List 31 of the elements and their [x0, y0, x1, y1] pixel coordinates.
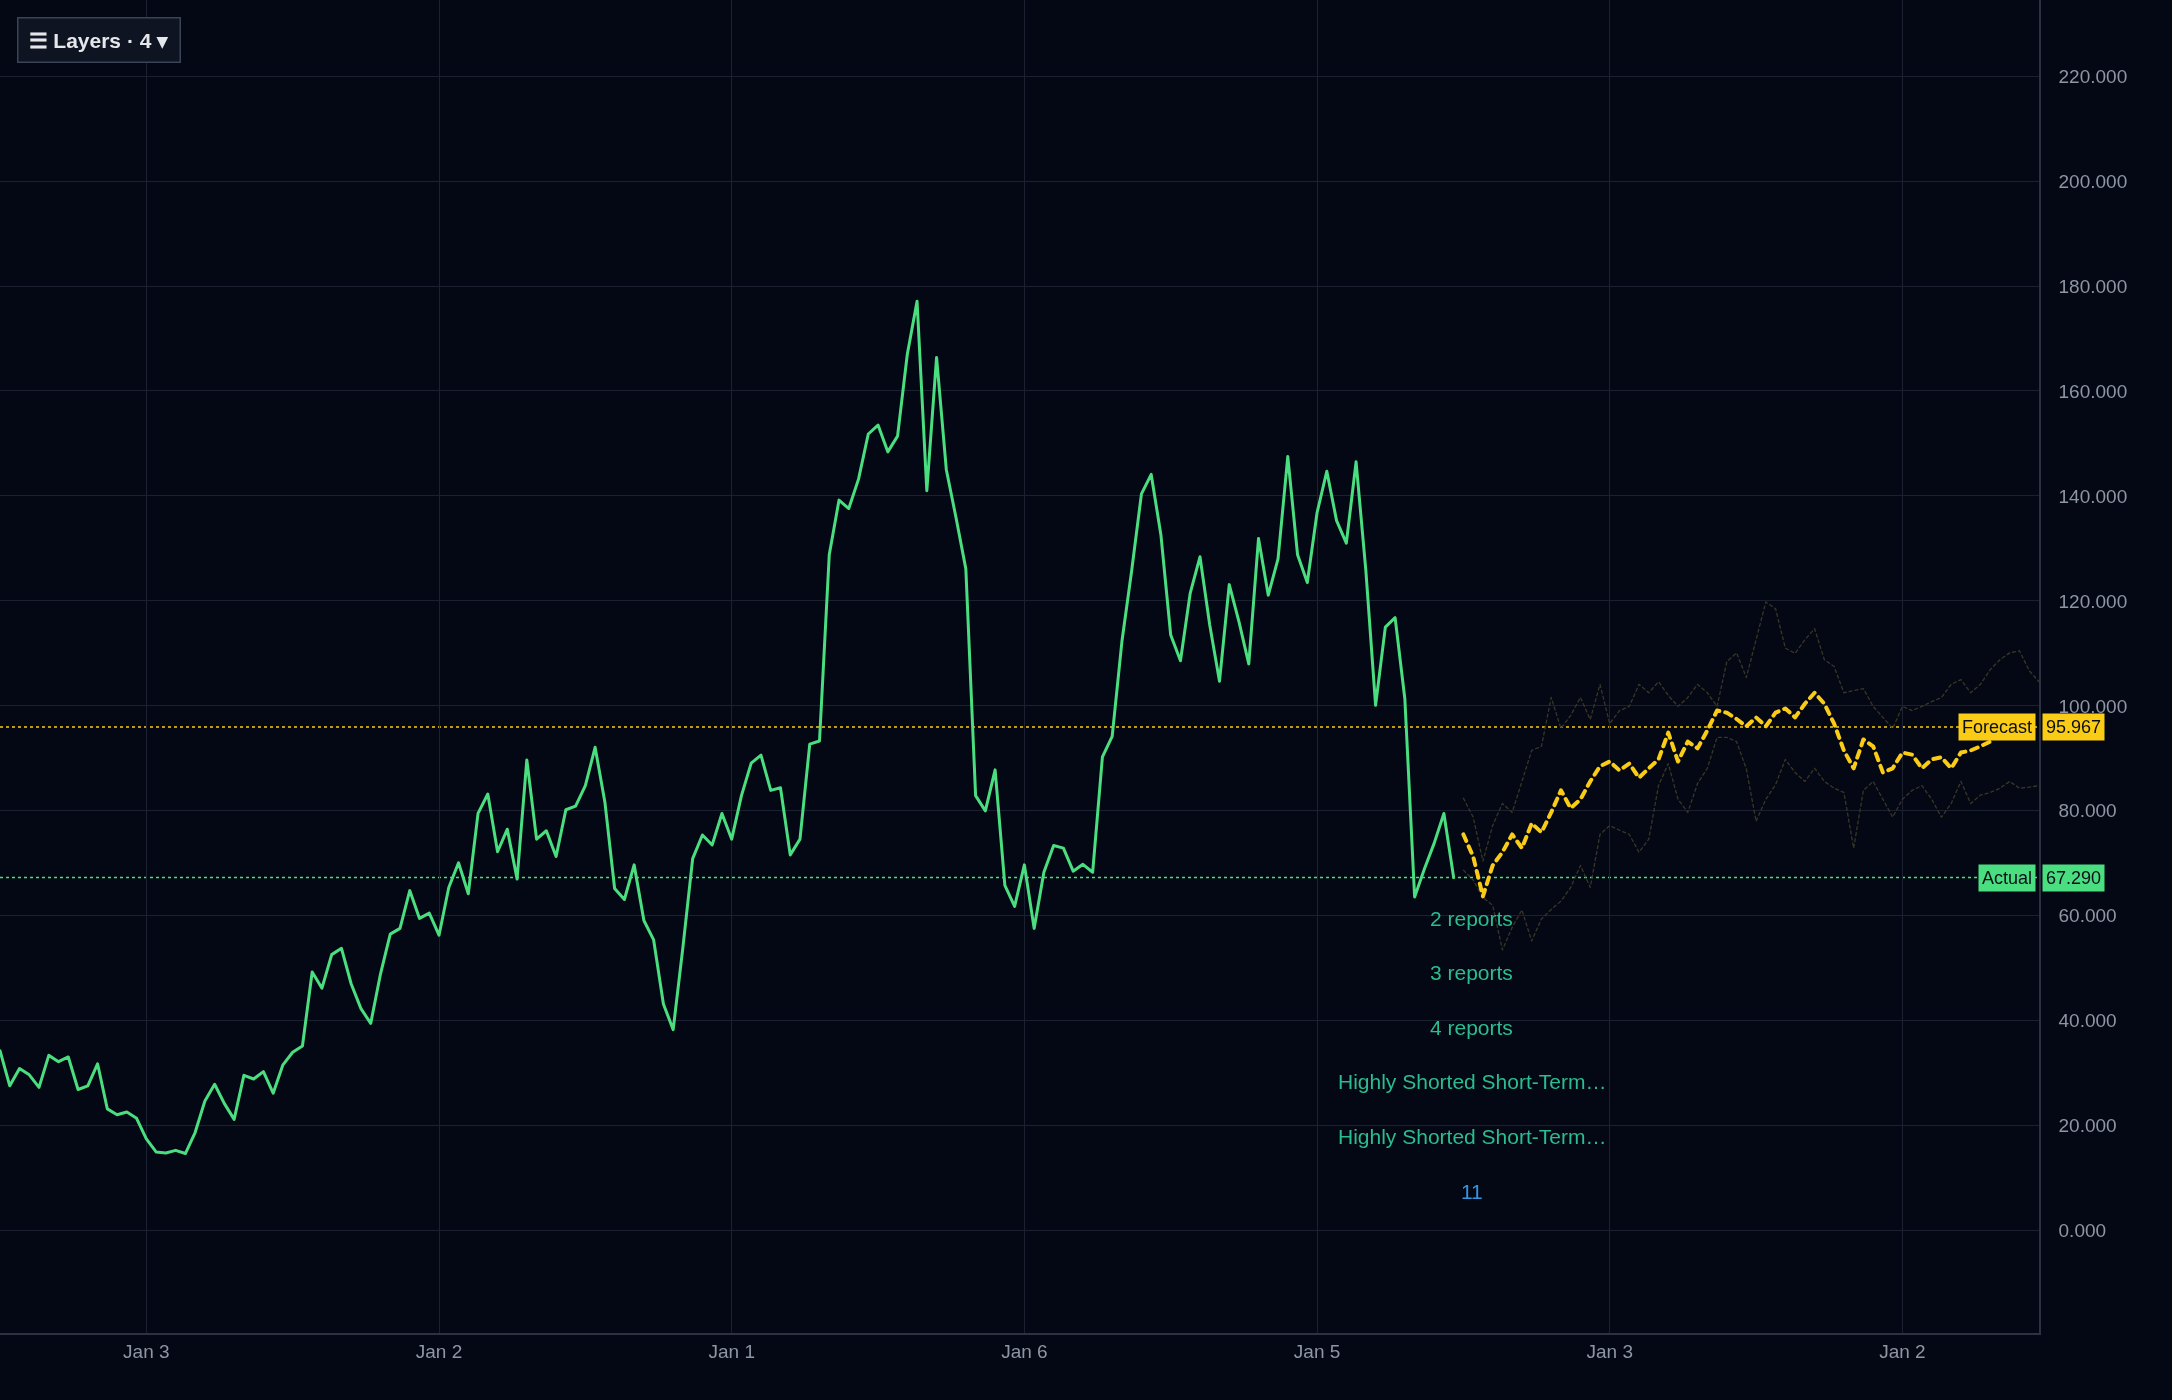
annotation: Highly Shorted Short-Term…: [1338, 1125, 1607, 1148]
text: 67.290: [2046, 868, 2102, 888]
x-tick-label: Jan 6: [1001, 1340, 1048, 1362]
y-tick-label: 140.000: [2058, 485, 2128, 507]
y-tick-label: 20.000: [2058, 1115, 2117, 1137]
annotation: 4 reports: [1430, 1016, 1513, 1039]
annotation: 2 reports: [1430, 907, 1513, 930]
ref-line-label: Forecast: [1962, 717, 2033, 737]
x-tick-label: Jan 5: [1293, 1340, 1341, 1362]
x-tick-label: Jan 3: [1586, 1340, 1633, 1362]
x-tick-label: Jan 2: [1879, 1340, 1926, 1362]
y-tick-label: 80.000: [2058, 800, 2117, 822]
y-tick-label: 60.000: [2058, 905, 2117, 927]
annotation: ☰ Layers · 4 ▾: [28, 28, 170, 52]
text: 95.967: [2046, 717, 2102, 737]
y-tick-label: 40.000: [2058, 1010, 2117, 1032]
ref-line-label: Actual: [1982, 868, 2033, 888]
x-tick-label: Jan 3: [123, 1340, 170, 1362]
annotation: Highly Shorted Short-Term…: [1338, 1070, 1607, 1093]
y-tick-label: 220.000: [2058, 65, 2128, 87]
x-tick-label: Jan 1: [708, 1340, 755, 1362]
annotation: 11: [1461, 1180, 1483, 1203]
x-tick-label: Jan 2: [415, 1340, 463, 1362]
annotation: 3 reports: [1430, 961, 1513, 984]
line-series: [1462, 601, 2039, 862]
y-tick-label: 120.000: [2058, 590, 2128, 612]
y-tick-label: 0.000: [2058, 1220, 2107, 1242]
y-tick-label: 180.000: [2058, 275, 2128, 297]
y-tick-label: 200.000: [2058, 170, 2128, 192]
y-tick-label: 160.000: [2058, 380, 2128, 402]
y-tick-label: 100.000: [2058, 695, 2128, 717]
